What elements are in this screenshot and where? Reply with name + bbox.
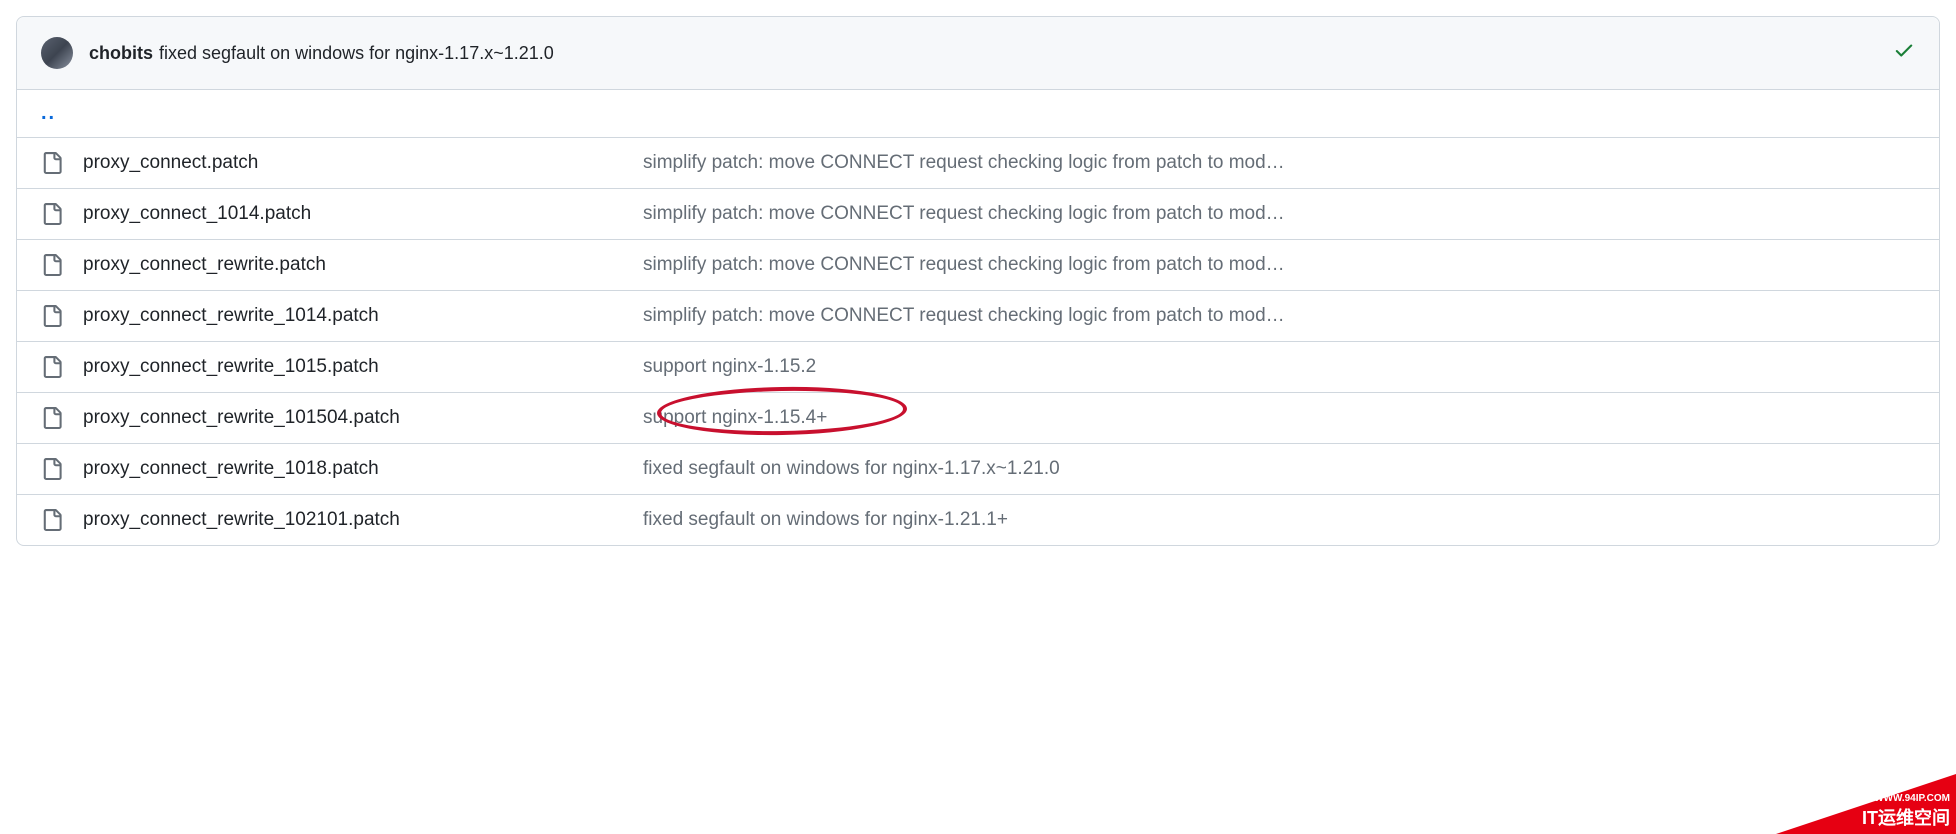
parent-directory-row[interactable]: .. (17, 90, 1939, 138)
file-row: proxy_connect_rewrite_1015.patchsupport … (17, 342, 1939, 393)
file-name-link[interactable]: proxy_connect_rewrite_101504.patch (83, 407, 643, 429)
commit-author[interactable]: chobits (89, 43, 153, 64)
author-avatar[interactable] (41, 37, 73, 69)
file-row: proxy_connect_rewrite.patchsimplify patc… (17, 240, 1939, 291)
file-commit-message[interactable]: simplify patch: move CONNECT request che… (643, 152, 1915, 174)
file-icon (41, 305, 63, 327)
status-check-icon[interactable] (1893, 39, 1915, 67)
commit-title[interactable]: chobits fixed segfault on windows for ng… (89, 43, 1893, 64)
file-commit-message[interactable]: simplify patch: move CONNECT request che… (643, 305, 1915, 327)
watermark: WWW.94IP.COM IT运维空间 (1776, 774, 1956, 834)
file-icon (41, 152, 63, 174)
file-name-link[interactable]: proxy_connect_rewrite_1014.patch (83, 305, 643, 327)
file-commit-message[interactable]: simplify patch: move CONNECT request che… (643, 254, 1915, 276)
file-name-link[interactable]: proxy_connect_rewrite_102101.patch (83, 509, 643, 531)
file-row: proxy_connect.patchsimplify patch: move … (17, 138, 1939, 189)
file-commit-message[interactable]: support nginx-1.15.2 (643, 356, 1915, 378)
file-commit-message[interactable]: fixed segfault on windows for nginx-1.21… (643, 509, 1915, 531)
file-icon (41, 458, 63, 480)
commit-message[interactable]: fixed segfault on windows for nginx-1.17… (159, 43, 554, 64)
file-icon (41, 356, 63, 378)
file-name-link[interactable]: proxy_connect.patch (83, 152, 643, 174)
watermark-label: IT运维空间 (1862, 804, 1950, 830)
file-commit-message[interactable]: fixed segfault on windows for nginx-1.17… (643, 458, 1915, 480)
file-row: proxy_connect_1014.patchsimplify patch: … (17, 189, 1939, 240)
file-name-link[interactable]: proxy_connect_rewrite_1018.patch (83, 458, 643, 480)
file-row: proxy_connect_rewrite_1014.patchsimplify… (17, 291, 1939, 342)
file-row: proxy_connect_rewrite_101504.patchsuppor… (17, 393, 1939, 444)
file-commit-message[interactable]: simplify patch: move CONNECT request che… (643, 203, 1915, 225)
parent-directory-link[interactable]: .. (41, 102, 56, 124)
file-name-link[interactable]: proxy_connect_1014.patch (83, 203, 643, 225)
file-icon (41, 407, 63, 429)
file-row: proxy_connect_rewrite_102101.patchfixed … (17, 495, 1939, 545)
file-commit-message[interactable]: support nginx-1.15.4+ (643, 407, 1915, 429)
file-name-link[interactable]: proxy_connect_rewrite.patch (83, 254, 643, 276)
file-icon (41, 203, 63, 225)
file-row: proxy_connect_rewrite_1018.patchfixed se… (17, 444, 1939, 495)
file-listing-box: chobits fixed segfault on windows for ng… (16, 16, 1940, 546)
file-icon (41, 254, 63, 276)
watermark-url: WWW.94IP.COM (1874, 793, 1950, 804)
file-name-link[interactable]: proxy_connect_rewrite_1015.patch (83, 356, 643, 378)
file-icon (41, 509, 63, 531)
latest-commit-header: chobits fixed segfault on windows for ng… (17, 17, 1939, 90)
